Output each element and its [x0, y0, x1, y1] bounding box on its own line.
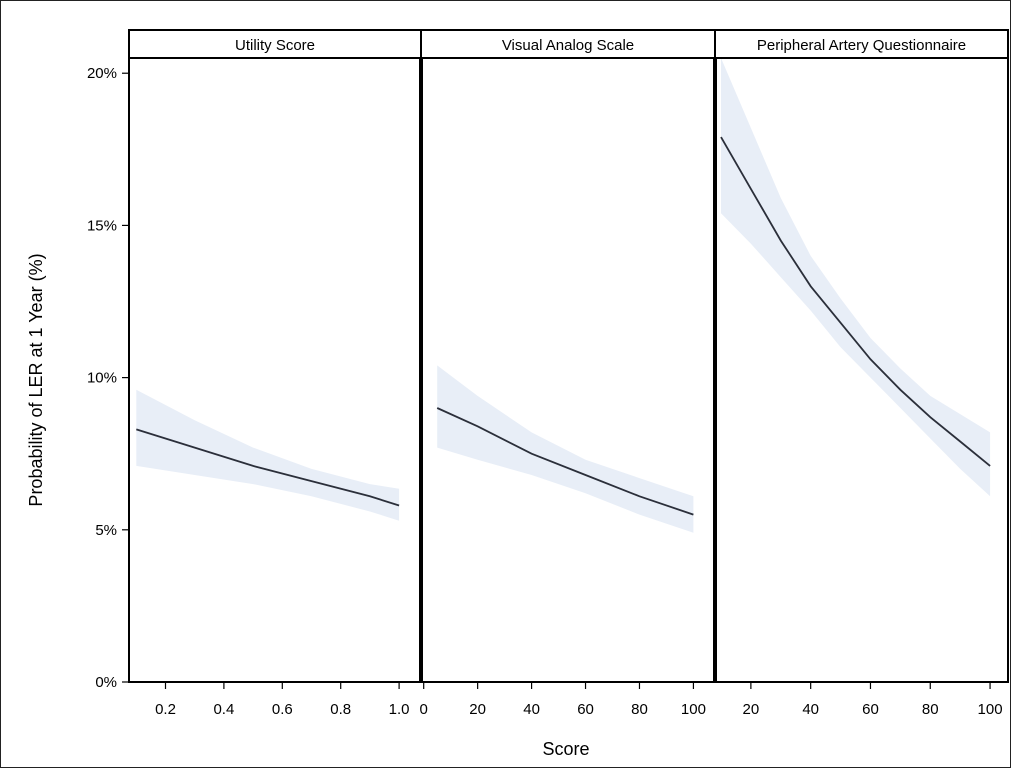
x-tick-label: 20	[743, 701, 760, 718]
y-axis-title: Probability of LER at 1 Year (%)	[26, 253, 46, 506]
x-tick-label: 100	[681, 701, 706, 718]
panel-title: Visual Analog Scale	[502, 37, 634, 54]
y-tick-label: 5%	[95, 522, 117, 539]
estimate-line	[720, 136, 991, 467]
panel-3: Peripheral Artery Questionnaire 20 40 60 80 1…	[713, 29, 1009, 718]
panel-title: Utility Score	[235, 37, 315, 54]
x-tick-label: 80	[631, 701, 648, 718]
y-axis: 0% 5% 10% 15% 20%	[87, 65, 129, 691]
x-tick-label: 0.8	[330, 701, 351, 718]
x-tick-label: 60	[862, 701, 879, 718]
confidence-band	[136, 389, 400, 521]
x-tick-label: 0.4	[213, 701, 234, 718]
panel-2: Visual Analog Scale 0 20 40 60 80 100	[419, 29, 716, 718]
x-tick-label: 0.2	[155, 701, 176, 718]
x-tick-label: 20	[469, 701, 486, 718]
y-tick-label: 10%	[87, 370, 117, 387]
panels-layer: Utility Score 0.2 0.4 0.6 0.8 1.0 Visual Analo…	[128, 29, 1009, 718]
estimate-line	[136, 428, 400, 507]
y-tick-label: 15%	[87, 217, 117, 234]
estimate-line	[436, 407, 694, 516]
x-tick-label: 80	[922, 701, 939, 718]
x-tick-label: 40	[802, 701, 819, 718]
x-tick-label: 0	[420, 701, 428, 718]
y-tick-label: 0%	[95, 674, 117, 691]
confidence-band	[721, 58, 991, 497]
panel-1: Utility Score 0.2 0.4 0.6 0.8 1.0	[128, 29, 422, 718]
panel-strip	[420, 29, 716, 59]
y-tick-label: 20%	[87, 65, 117, 82]
x-tick-label: 40	[523, 701, 540, 718]
x-tick-label: 100	[978, 701, 1003, 718]
x-axis-title: Score	[542, 739, 589, 759]
panel-title: Peripheral Artery Questionnaire	[757, 37, 966, 54]
confidence-band	[437, 365, 694, 533]
x-tick-label: 0.6	[272, 701, 293, 718]
x-tick-label: 1.0	[389, 701, 410, 718]
x-tick-label: 60	[577, 701, 594, 718]
